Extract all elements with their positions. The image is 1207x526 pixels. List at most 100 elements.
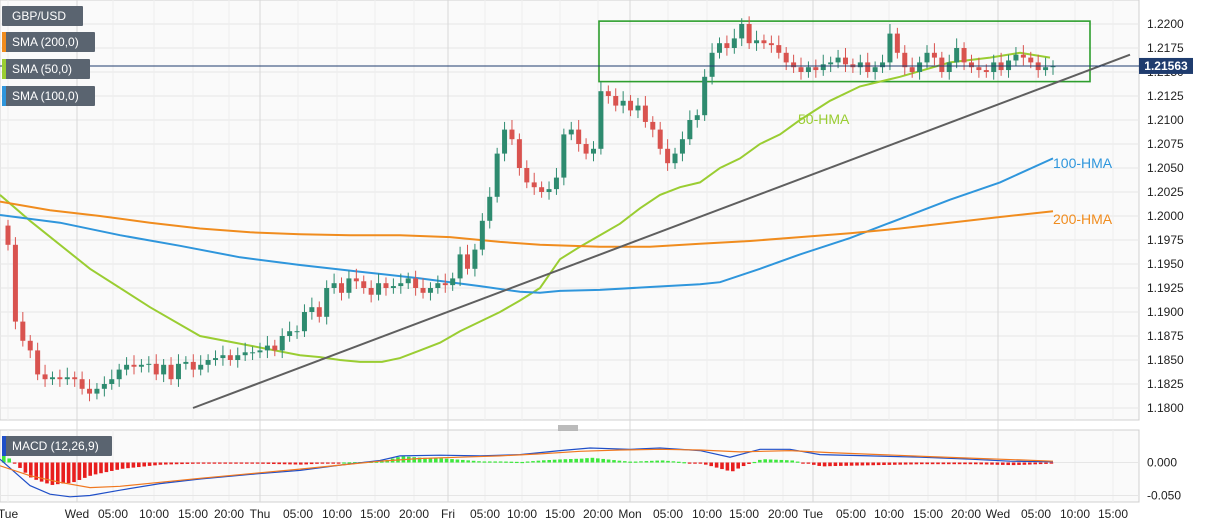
time-tick-label: Tue — [0, 507, 18, 521]
macd-hist-bar — [1028, 462, 1032, 465]
time-tick-label: 15:00 — [729, 507, 759, 521]
current-price-label: 1.21563 — [1144, 59, 1188, 73]
candle-body — [405, 278, 411, 284]
macd-hist-bar — [164, 462, 168, 465]
candle-body — [805, 67, 811, 72]
candle-body — [494, 153, 500, 197]
candle-body — [79, 379, 85, 389]
candle-body — [109, 379, 115, 384]
candle-body — [153, 363, 159, 375]
macd-hist-bar — [498, 461, 503, 463]
candle-body — [346, 278, 352, 293]
200-hma-line — [0, 200, 1054, 248]
candle-body — [353, 278, 359, 282]
candle-body — [294, 331, 300, 333]
price-tick-label: 1.2025 — [1147, 185, 1184, 199]
legend-sma100[interactable]: SMA (100,0) — [2, 86, 95, 106]
macd-hist-bar — [83, 462, 87, 478]
candle-body — [101, 384, 107, 389]
candle-body — [450, 278, 456, 286]
candle-body — [909, 67, 915, 72]
candle-body — [939, 57, 945, 72]
macd-hist-bar — [552, 459, 557, 463]
candle-body — [716, 43, 722, 53]
macd-hist-bar — [585, 458, 589, 463]
candle-body — [190, 361, 196, 370]
candle-body — [20, 321, 26, 341]
candle-body — [672, 153, 678, 164]
candle-body — [835, 57, 841, 63]
candle-body — [435, 283, 441, 288]
macd-line — [0, 447, 1054, 498]
candle-body — [516, 139, 522, 168]
candle-body — [12, 244, 18, 322]
candle-body — [954, 48, 960, 63]
macd-hist-bar — [941, 462, 946, 465]
candle-body — [880, 62, 886, 68]
macd-hist-bar — [687, 462, 692, 464]
macd-hist-bar — [336, 462, 341, 464]
macd-hist-bar — [1006, 462, 1010, 466]
macd-hist-bar — [228, 462, 233, 464]
macd-hist-bar — [72, 462, 76, 483]
macd-hist-bar — [947, 462, 951, 465]
macd-hist-bar — [142, 462, 146, 467]
legend-sma200[interactable]: SMA (200,0) — [2, 32, 95, 52]
macd-hist-bar — [596, 458, 600, 463]
panel-resize-handle[interactable] — [558, 425, 578, 431]
candle-body — [175, 363, 181, 380]
candle-body — [531, 182, 537, 188]
candle-body — [754, 40, 760, 44]
macd-hist-bar — [785, 460, 789, 463]
macd-hist-bar — [779, 459, 784, 463]
legend-macd[interactable]: MACD (12,26,9) — [2, 436, 112, 456]
candle-body — [679, 139, 685, 154]
candle-body — [279, 336, 285, 351]
candle-body — [828, 62, 834, 65]
candle-body — [1050, 65, 1056, 68]
macd-hist-bar — [822, 462, 827, 467]
macd-hist-bar — [601, 458, 605, 463]
candle-body — [783, 52, 789, 63]
macd-hist-bar — [741, 462, 746, 467]
candle-body — [746, 24, 752, 44]
time-tick-label: 20:00 — [214, 507, 244, 521]
price-tick-label: 1.2125 — [1147, 89, 1184, 103]
candle-body — [761, 40, 767, 44]
macd-hist-bar — [747, 462, 751, 464]
legend-sma50[interactable]: SMA (50,0) — [2, 59, 90, 79]
macd-hist-bar — [110, 462, 114, 471]
macd-hist-bar — [218, 462, 222, 464]
macd-hist-bar — [914, 462, 919, 465]
candle-body — [642, 105, 648, 122]
macd-hist-bar — [525, 461, 530, 463]
macd-hist-bar — [677, 461, 681, 463]
candle-body — [235, 355, 241, 360]
macd-hist-bar — [995, 462, 1000, 465]
candle-body — [694, 115, 700, 120]
price-tick-label: 1.1875 — [1147, 329, 1184, 343]
candle-body — [1043, 67, 1049, 71]
time-tick-label: Wed — [986, 507, 1010, 521]
candle-body — [227, 355, 233, 360]
candle-body — [413, 278, 419, 288]
time-tick-label: 10:00 — [139, 507, 169, 521]
candle-body — [472, 249, 478, 269]
macd-hist-bar — [12, 462, 17, 464]
legend-sma100-label: SMA (100,0) — [12, 89, 79, 103]
macd-hist-bar — [579, 458, 584, 463]
candle-body — [383, 283, 389, 288]
macd-hist-bar — [293, 462, 298, 465]
candle-body — [272, 345, 278, 351]
macd-hist-bar — [1017, 462, 1021, 465]
candle-body — [576, 129, 582, 144]
macd-hist-bar — [169, 462, 173, 465]
price-tick-label: 1.2000 — [1147, 209, 1184, 223]
candle-body — [457, 254, 463, 279]
macd-hist-bar — [342, 462, 346, 464]
legend-symbol[interactable]: GBP/USD — [2, 6, 83, 26]
candle-body — [427, 288, 433, 293]
macd-hist-bar — [488, 461, 492, 463]
macd-hist-bar — [455, 459, 460, 463]
macd-hist-bar — [752, 461, 757, 464]
